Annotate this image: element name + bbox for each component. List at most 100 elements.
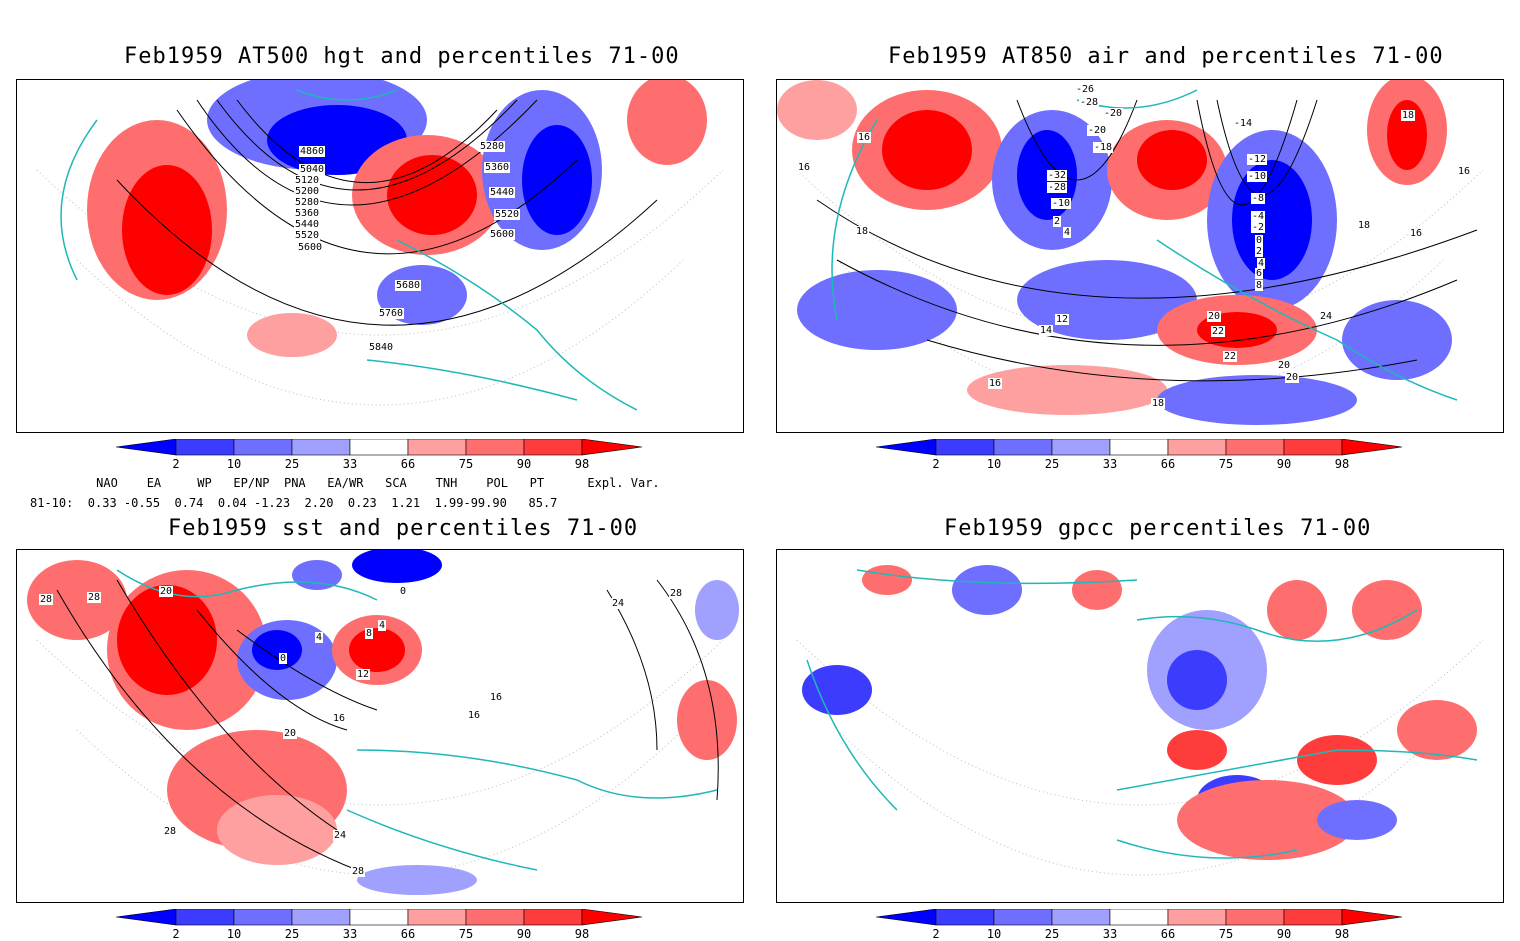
contour-label: -20: [1087, 125, 1108, 136]
contour-label: 18: [1151, 398, 1166, 409]
colorbar-swatch: [1283, 909, 1343, 926]
contour-label: 16: [988, 378, 1003, 389]
contour-label: 20: [1277, 360, 1292, 371]
colorbar-swatch: [993, 439, 1053, 456]
contour-label: 20: [1285, 372, 1300, 383]
colorbar-swatch: [876, 439, 937, 456]
contour-label: 4: [378, 620, 387, 631]
contour-label: 8: [1255, 280, 1264, 291]
contour-label: 4: [1257, 258, 1266, 269]
colorbar-swatch: [233, 909, 293, 926]
teleconnection-index-header: NAO EA WP EP/NP PNA EA/WR SCA TNH POL PT…: [60, 476, 660, 490]
contour-label: 18: [1401, 110, 1416, 121]
colorbar-tick: 90: [1277, 927, 1291, 941]
colorbar-air850: 2 10 25 33 66 75 90 98: [876, 439, 1403, 471]
contour-label: 18: [855, 226, 870, 237]
colorbar-swatch: [291, 909, 351, 926]
contour-label: 18: [1357, 220, 1372, 231]
contour-label: 6: [1255, 268, 1264, 279]
contour-label: 5120: [294, 175, 321, 186]
colorbar-tick: 25: [285, 927, 299, 941]
contour-label: 28: [87, 592, 102, 603]
map-hgt500: 4860 5040 5120 5200 5280 5360 5440 5520 …: [16, 79, 744, 433]
colorbar-swatch: [993, 909, 1053, 926]
contour-label: 22: [1223, 351, 1238, 362]
contour-label: 28: [669, 588, 684, 599]
colorbar-sst: 2 10 25 33 66 75 90 98: [116, 909, 643, 941]
contour-label: -10: [1247, 171, 1268, 182]
contour-label: -10: [1051, 198, 1072, 209]
colorbar-swatch: [1167, 439, 1227, 456]
colorbar-swatch: [581, 909, 643, 926]
contour-label: 16: [489, 692, 504, 703]
colorbar-tick: 33: [343, 927, 357, 941]
colorbar-swatch: [935, 909, 995, 926]
map-sst-drawing: [27, 550, 739, 895]
contour-label: 5280: [294, 197, 321, 208]
contour-label: 5840: [368, 342, 395, 353]
contour-label: 24: [333, 830, 348, 841]
colorbar-swatch: [1341, 909, 1403, 926]
colorbar-swatch: [1283, 439, 1343, 456]
map-gpcc: [776, 549, 1504, 903]
contour-label: 16: [797, 162, 812, 173]
colorbar-swatch: [233, 439, 293, 456]
contour-label: 4: [315, 632, 324, 643]
colorbar-tick: 98: [575, 927, 589, 941]
colorbar-swatch: [116, 909, 177, 926]
contour-label: 12: [1055, 314, 1070, 325]
teleconnection-index-values: 81-10: 0.33 -0.55 0.74 0.04 -1.23 2.20 0…: [30, 496, 558, 510]
colorbar-tick: 66: [1161, 457, 1175, 471]
colorbar-swatch: [349, 439, 409, 456]
colorbar-swatch: [175, 439, 235, 456]
contour-label: -2: [1251, 222, 1266, 233]
colorbar-tick: 98: [1335, 457, 1349, 471]
panel-title-air850: Feb1959 AT850 air and percentiles 71-00: [888, 44, 1444, 69]
colorbar-swatch: [1225, 909, 1285, 926]
panel-title-sst: Feb1959 sst and percentiles 71-00: [168, 516, 639, 541]
contour-label: 0: [279, 653, 288, 664]
contour-label: 5360: [294, 208, 321, 219]
contour-label: 24: [1319, 311, 1334, 322]
contour-label: 5520: [494, 209, 521, 220]
colorbar-swatch: [465, 439, 525, 456]
contour-label: -18: [1093, 142, 1114, 153]
contour-label: 2: [1053, 216, 1062, 227]
contour-label: 5440: [294, 219, 321, 230]
contour-label: 4860: [299, 146, 326, 157]
colorbar-tick: 10: [227, 927, 241, 941]
colorbar-tick: 66: [1161, 927, 1175, 941]
colorbar-tick: 2: [932, 927, 939, 941]
colorbar-tick: 10: [227, 457, 241, 471]
map-air850-drawing: [777, 80, 1484, 425]
colorbar-tick: 90: [1277, 457, 1291, 471]
colorbar-tick: 33: [1103, 927, 1117, 941]
contour-label: 5280: [479, 141, 506, 152]
contour-label: 5520: [294, 230, 321, 241]
colorbar-tick: 25: [1045, 457, 1059, 471]
contour-label: 5040: [299, 164, 326, 175]
contour-label: 20: [283, 728, 298, 739]
contour-label: 12: [356, 669, 371, 680]
colorbar-tick: 2: [932, 457, 939, 471]
contour-label: 14: [1039, 325, 1054, 336]
colorbar-tick: 10: [987, 457, 1001, 471]
colorbar-swatch: [1341, 439, 1403, 456]
colorbar-swatch: [1109, 909, 1169, 926]
colorbar-tick: 90: [517, 457, 531, 471]
contour-label: -26: [1075, 84, 1096, 95]
colorbar-swatch: [116, 439, 177, 456]
colorbar-tick: 98: [575, 457, 589, 471]
contour-label: 16: [857, 132, 872, 143]
contour-label: 0: [399, 586, 408, 597]
contour-label: -14: [1233, 118, 1254, 129]
contour-label: -8: [1251, 193, 1266, 204]
contour-label: 24: [611, 598, 626, 609]
contour-label: -20: [1103, 108, 1124, 119]
colorbar-swatch: [291, 439, 351, 456]
colorbar-tick: 66: [401, 927, 415, 941]
colorbar-tick: 10: [987, 927, 1001, 941]
contour-label: 5200: [294, 186, 321, 197]
contour-label: 16: [1457, 166, 1472, 177]
contour-label: 0: [1255, 235, 1264, 246]
